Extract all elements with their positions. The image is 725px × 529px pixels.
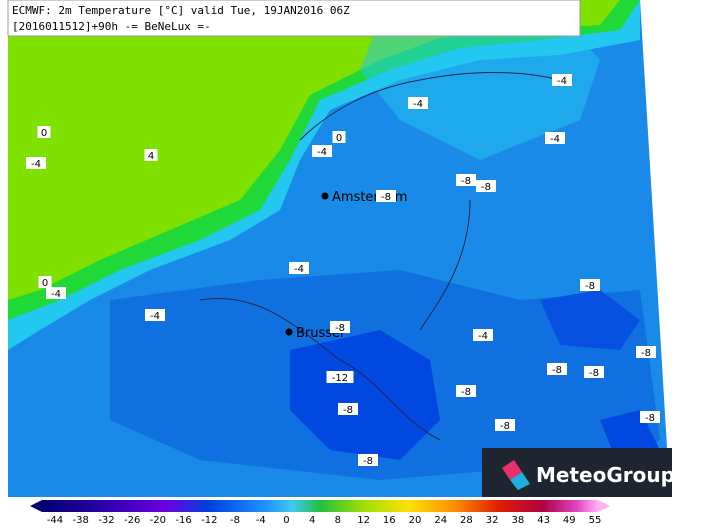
colorbar-tick-label: 49 <box>563 515 576 525</box>
contour-label-box <box>289 262 309 274</box>
contour-label: -4 <box>150 311 160 322</box>
contour-label-box <box>408 97 428 109</box>
contour-label: -4 <box>557 76 567 87</box>
colorbar-tick-label: 0 <box>283 515 289 525</box>
city-label: Amsterdam <box>332 190 407 205</box>
contour-label: -4 <box>413 99 423 110</box>
contour-label-box <box>338 403 358 415</box>
contour-label: -8 <box>461 387 471 398</box>
logo-icon <box>502 460 530 490</box>
contour-label: 0 <box>41 128 47 139</box>
contour-label: -8 <box>641 348 651 359</box>
contour-label: -4 <box>478 331 488 342</box>
logo-text: MeteoGroup <box>536 463 675 487</box>
contour-label-box <box>358 454 378 466</box>
colorbar-tick-label: -44 <box>47 515 63 525</box>
contour-label-box <box>580 279 600 291</box>
contour-label: -8 <box>461 176 471 187</box>
colorbar-tick-label: 16 <box>383 515 396 525</box>
colorbar-tick-label: -12 <box>201 515 217 525</box>
contour-label-box <box>326 371 354 383</box>
contour-label: -12 <box>332 373 348 384</box>
colorbar-tick-label: 43 <box>537 515 550 525</box>
contour-label-box <box>456 385 476 397</box>
contour-label: -4 <box>317 147 327 158</box>
contour-label-box <box>456 174 476 186</box>
colorbar-end <box>598 500 610 512</box>
contour-label: -8 <box>481 182 491 193</box>
contour-label-box <box>312 145 332 157</box>
contour-label-box <box>473 329 493 341</box>
contour-label-box <box>145 309 165 321</box>
contour-label-box <box>584 366 604 378</box>
colorbar-tick-label: 38 <box>511 515 524 525</box>
contour-label-box <box>38 276 52 288</box>
colorbar-tick-label: -20 <box>150 515 166 525</box>
city-dot <box>285 328 293 336</box>
contour-label-box <box>476 180 496 192</box>
colorbar-tick-label: -16 <box>175 515 191 525</box>
contour-label: -4 <box>51 289 61 300</box>
contour-label: -8 <box>552 365 562 376</box>
contour-label-box <box>636 346 656 358</box>
contour-label-box <box>545 132 565 144</box>
colorbar-tick-label: -26 <box>124 515 140 525</box>
contour-label: -8 <box>381 192 391 203</box>
contour-label-box <box>552 74 572 86</box>
colorbar-tick-label: 55 <box>589 515 602 525</box>
contour-label: -8 <box>343 405 353 416</box>
contour-label-box <box>144 149 158 161</box>
colorbar-tick-label: 24 <box>434 515 447 525</box>
contour-label-box <box>640 411 660 423</box>
colorbar-tick-label: 20 <box>409 515 422 525</box>
contour-label: -4 <box>550 134 560 145</box>
contour-label: -8 <box>335 323 345 334</box>
contour-label-box <box>376 190 396 202</box>
contour-label: 0 <box>42 278 48 289</box>
contour-label: -8 <box>645 413 655 424</box>
contour-labels: 0-440-4-4-4-4-8-8-8-40-4-4-8-4-8-8-12-8-… <box>26 74 660 467</box>
contour-label-box <box>495 419 515 431</box>
colorbar-tick-label: -8 <box>230 515 240 525</box>
colorbar-tick-label: -32 <box>98 515 114 525</box>
contour-label: -4 <box>294 264 304 275</box>
colorbar-tick-label: 12 <box>357 515 370 525</box>
contour-label: -4 <box>31 159 41 170</box>
contour-label-box <box>547 363 567 375</box>
colorbar-tick-label: 4 <box>309 515 315 525</box>
contour-label-box <box>37 126 51 138</box>
colorbar-tick-label: 8 <box>335 515 341 525</box>
contour-label: -8 <box>589 368 599 379</box>
contour-label: 4 <box>148 151 154 162</box>
colorbar-tick-label: -4 <box>256 515 266 525</box>
contour-label-box <box>330 321 350 333</box>
colorbar-tick-label: 32 <box>486 515 499 525</box>
map-field <box>8 0 670 497</box>
colorbar-tick-label: 28 <box>460 515 473 525</box>
header-line: [2016011512]+90h -= BeNeLux =- <box>12 20 211 33</box>
colorbar-end <box>30 500 42 512</box>
contour-label: -8 <box>500 421 510 432</box>
contour-label-box <box>332 131 346 143</box>
colorbar-tick-label: -38 <box>73 515 89 525</box>
header-box <box>7 0 581 37</box>
contour-label: -8 <box>585 281 595 292</box>
contour-label: 0 <box>336 133 342 144</box>
colorbar <box>42 500 598 512</box>
contour-label-box <box>26 157 46 169</box>
header-line: ECMWF: 2m Temperature [°C] valid Tue, 19… <box>12 4 350 17</box>
city-dot <box>321 192 329 200</box>
contour-label: -8 <box>363 456 373 467</box>
colorbar-ticks: -44 -38 -32 -26 -20 -16 -12 -8 -4 0 4 8 12 16 20 24 28 32… <box>47 515 602 526</box>
contour-label-box <box>46 287 66 299</box>
